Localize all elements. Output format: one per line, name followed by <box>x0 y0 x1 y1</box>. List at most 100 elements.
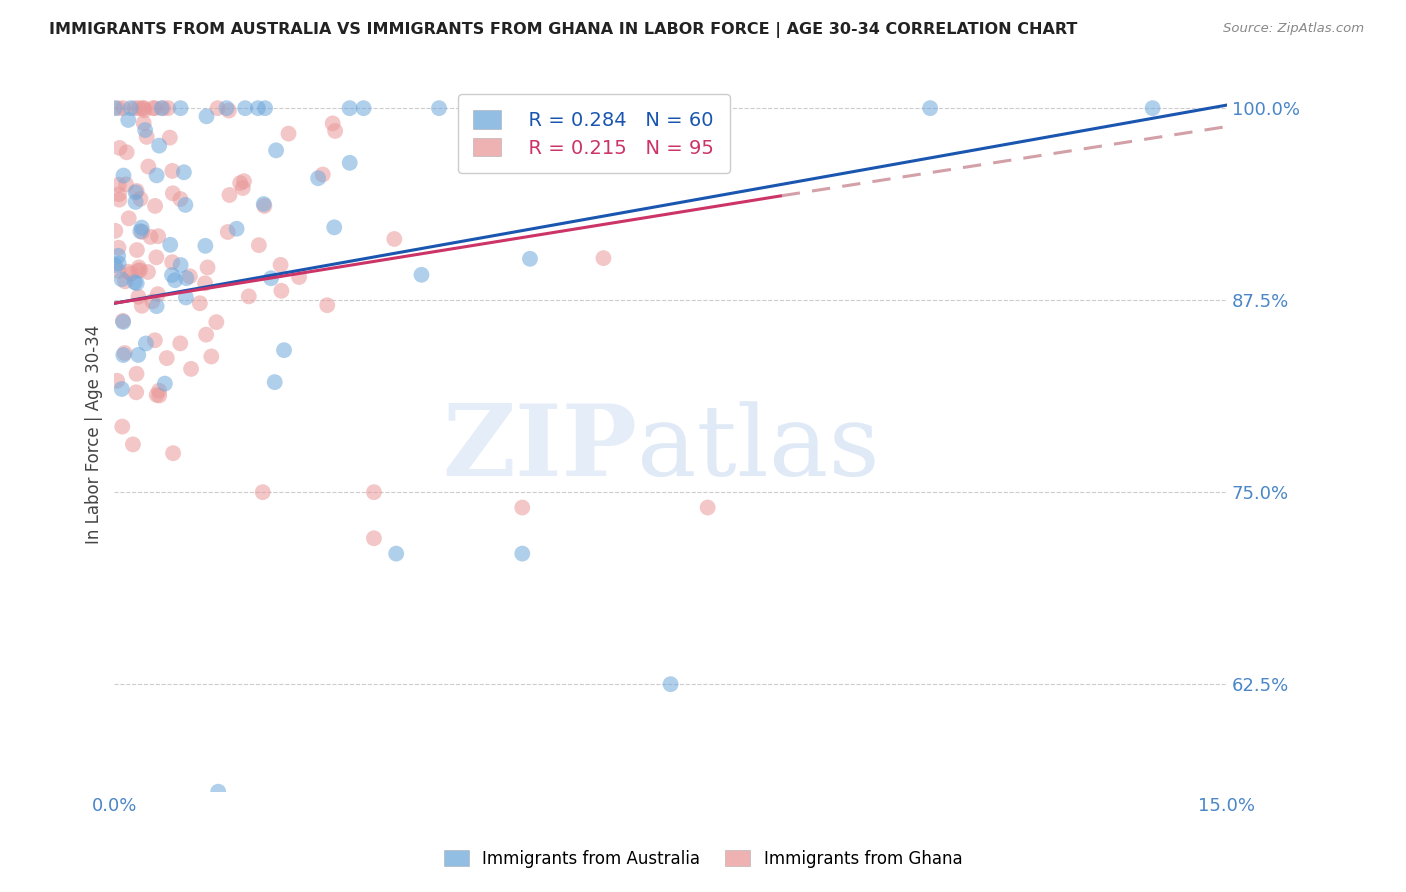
Point <box>135 336 157 351</box>
Point <box>115 178 138 192</box>
Point <box>152 101 174 115</box>
Point <box>129 192 152 206</box>
Point <box>288 270 311 285</box>
Point <box>127 348 149 362</box>
Point <box>125 367 148 381</box>
Point <box>162 446 184 460</box>
Point <box>207 785 229 799</box>
Point <box>114 346 136 360</box>
Legend: Immigrants from Australia, Immigrants from Ghana: Immigrants from Australia, Immigrants fr… <box>437 844 969 875</box>
Point <box>247 238 270 252</box>
Point <box>264 144 287 158</box>
Point <box>252 485 274 500</box>
Point <box>107 101 129 115</box>
Point <box>145 251 167 265</box>
Point <box>263 375 285 389</box>
Point <box>104 224 127 238</box>
Point <box>197 260 219 275</box>
Point <box>238 289 260 303</box>
Point <box>135 129 157 144</box>
Point <box>385 547 408 561</box>
Point <box>148 138 170 153</box>
Point <box>122 437 145 451</box>
Point <box>194 277 217 291</box>
Point <box>146 287 169 301</box>
Point <box>136 160 159 174</box>
Point <box>260 271 283 285</box>
Point <box>143 101 166 115</box>
Point <box>110 272 132 286</box>
Point <box>127 263 149 277</box>
Point <box>277 127 299 141</box>
Point <box>592 251 614 265</box>
Point <box>159 237 181 252</box>
Point <box>111 419 134 434</box>
Point <box>173 165 195 179</box>
Point <box>382 232 405 246</box>
Point <box>195 109 218 123</box>
Text: IMMIGRANTS FROM AUSTRALIA VS IMMIGRANTS FROM GHANA IN LABOR FORCE | AGE 30-34 CO: IMMIGRANTS FROM AUSTRALIA VS IMMIGRANTS … <box>49 22 1077 38</box>
Text: Source: ZipAtlas.com: Source: ZipAtlas.com <box>1223 22 1364 36</box>
Point <box>411 268 433 282</box>
Point <box>131 220 153 235</box>
Point <box>188 296 211 310</box>
Point <box>141 294 163 309</box>
Point <box>153 376 176 391</box>
Point <box>108 187 131 202</box>
Point <box>156 351 179 365</box>
Point <box>125 385 148 400</box>
Point <box>131 225 153 239</box>
Point <box>215 101 238 115</box>
Point <box>194 239 217 253</box>
Point <box>128 260 150 275</box>
Point <box>146 229 169 244</box>
Point <box>207 101 229 115</box>
Point <box>107 249 129 263</box>
Point <box>124 101 146 115</box>
Point <box>229 176 252 190</box>
Point <box>270 284 292 298</box>
Point <box>111 382 134 396</box>
Point <box>131 299 153 313</box>
Point <box>180 362 202 376</box>
Point <box>117 113 139 128</box>
Point <box>143 333 166 347</box>
Point <box>145 299 167 313</box>
Point <box>1142 101 1164 115</box>
Point <box>134 103 156 118</box>
Point <box>323 124 346 138</box>
Legend:   R = 0.284   N = 60,   R = 0.215   N = 95: R = 0.284 N = 60, R = 0.215 N = 95 <box>458 95 730 173</box>
Point <box>142 101 165 115</box>
Point <box>112 315 135 329</box>
Point <box>165 273 187 287</box>
Text: ZIP: ZIP <box>443 401 637 498</box>
Point <box>120 101 142 115</box>
Point <box>510 500 533 515</box>
Point <box>363 531 385 545</box>
Point <box>108 193 131 207</box>
Point <box>696 500 718 515</box>
Point <box>174 198 197 212</box>
Point <box>169 258 191 272</box>
Point <box>132 101 155 115</box>
Point <box>127 290 149 304</box>
Point <box>162 164 184 178</box>
Point <box>107 264 129 278</box>
Point <box>322 116 344 130</box>
Point <box>160 268 183 282</box>
Point <box>134 123 156 137</box>
Text: atlas: atlas <box>637 401 880 497</box>
Point <box>129 224 152 238</box>
Point <box>169 336 191 351</box>
Point <box>339 101 361 115</box>
Point <box>125 277 148 291</box>
Point <box>145 388 167 402</box>
Point <box>114 274 136 288</box>
Point <box>233 174 256 188</box>
Point <box>108 141 131 155</box>
Point <box>115 145 138 160</box>
Point <box>659 677 682 691</box>
Point <box>218 103 240 118</box>
Point <box>148 388 170 402</box>
Point <box>316 298 339 312</box>
